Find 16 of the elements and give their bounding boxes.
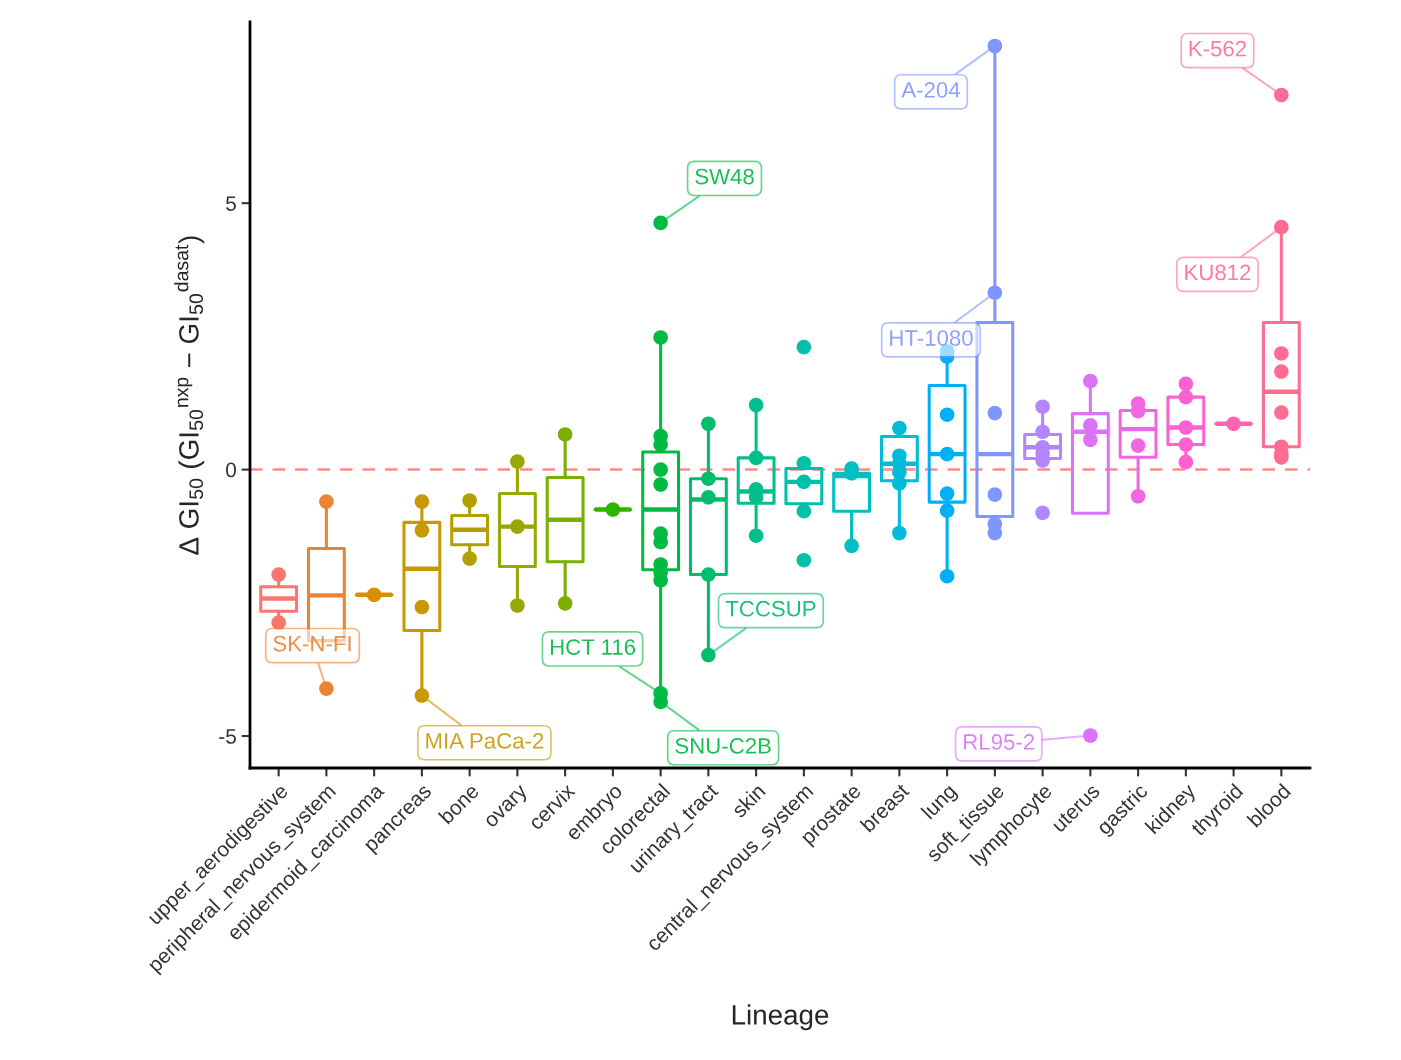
annotation: HT-1080 (890, 330, 973, 346)
x-axis-title: Lineage (732, 1004, 829, 1031)
annotation: K-562 (1189, 40, 1246, 57)
annotation: HCT 116 (550, 639, 636, 655)
y-tick-label: 5 (226, 196, 236, 211)
annotation: MIA PaCa-2 (426, 732, 544, 749)
annotation: KU812 (1185, 264, 1251, 281)
annotation: RL95-2 (964, 734, 1035, 750)
y-tick-label: -5 (219, 729, 236, 744)
annotation: SW48 (695, 168, 754, 185)
annotation: TCCSUP (725, 600, 816, 617)
annotation: SK-N-FI (273, 635, 351, 652)
text: Δ GI$_{50}$ (GI$_{50}$$^{nxp}$ − GI$_{50}$$^{dasat}$) (174, 236, 205, 555)
annotation: SNU-C2B (675, 737, 771, 754)
annotation: A-204 (901, 82, 960, 98)
y-tick-label: 0 (226, 462, 236, 478)
